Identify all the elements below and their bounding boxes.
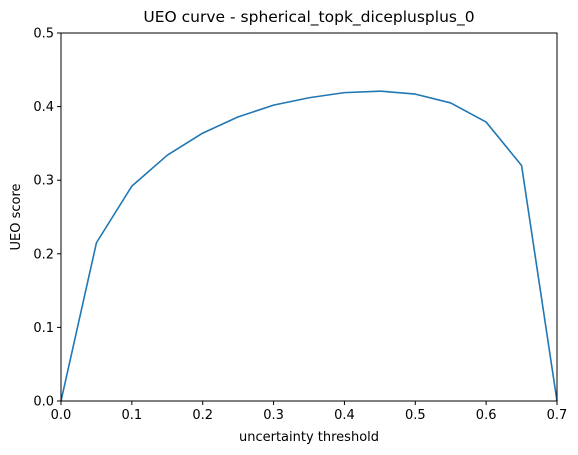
- plot-area: [61, 33, 557, 401]
- y-axis-label: UEO score: [9, 183, 24, 250]
- x-tick-label: 0.1: [122, 408, 143, 423]
- series-line-0: [60, 90, 558, 402]
- x-tick-label: 0.7: [547, 408, 568, 423]
- axes-spines: [60, 32, 558, 402]
- x-tick-label: 0.2: [192, 408, 213, 423]
- y-tick-label: 0.5: [33, 27, 54, 42]
- chart-title: UEO curve - spherical_topk_diceplusplus_…: [143, 8, 474, 27]
- x-tick-label: 0.3: [263, 408, 284, 423]
- series-layer: [60, 90, 558, 402]
- plot-background: [61, 33, 557, 401]
- y-tick-label: 0.4: [33, 100, 54, 115]
- x-tick-label: 0.4: [334, 408, 355, 423]
- y-tick-label: 0.3: [33, 174, 54, 189]
- x-tick-label: 0.5: [405, 408, 426, 423]
- y-tick-label: 0.0: [33, 395, 54, 410]
- x-axis: 0.0 0.1 0.2 0.3 0.4 0.5 0.6 0.7: [51, 401, 568, 423]
- x-axis-label: uncertainty threshold: [239, 430, 379, 445]
- axes-frame: [60, 32, 558, 402]
- x-tick-label: 0.0: [51, 408, 72, 423]
- x-tick-label: 0.6: [476, 408, 497, 423]
- y-tick-label: 0.1: [33, 321, 54, 336]
- y-axis: 0.0 0.1 0.2 0.3 0.4 0.5: [33, 27, 61, 410]
- y-tick-label: 0.2: [33, 247, 54, 262]
